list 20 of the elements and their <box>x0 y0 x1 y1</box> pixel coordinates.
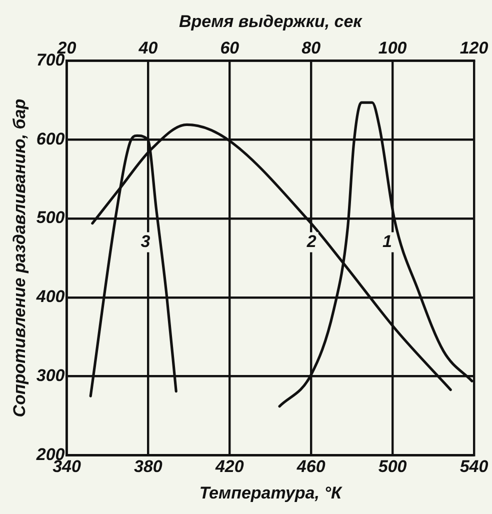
series-label: 1 <box>382 232 392 251</box>
y-tick-label: 300 <box>36 366 66 386</box>
x-tick-label: 500 <box>378 457 408 476</box>
x2-tick-label: 100 <box>378 38 408 58</box>
y-tick-label: 600 <box>36 129 66 148</box>
y-axis-title: Сопротивление раздавливанию, бар <box>10 98 29 418</box>
x2-axis-title: Время выдержки, сек <box>178 12 364 31</box>
series-label: 2 <box>306 232 317 251</box>
series-label: 3 <box>140 232 151 251</box>
x-tick-label: 420 <box>214 457 244 476</box>
x-axis-title: Температура, °К <box>199 483 343 502</box>
x2-tick-label: 40 <box>138 38 158 58</box>
x-tick-label: 460 <box>296 457 326 476</box>
x2-tick-label: 120 <box>460 38 489 58</box>
x-tick-label: 540 <box>460 457 489 476</box>
y-tick-label: 400 <box>35 287 66 306</box>
x-tick-label: 380 <box>134 457 163 476</box>
y-tick-label: 500 <box>36 208 66 228</box>
x2-tick-label: 80 <box>302 38 322 58</box>
x2-tick-label: 60 <box>220 38 240 58</box>
